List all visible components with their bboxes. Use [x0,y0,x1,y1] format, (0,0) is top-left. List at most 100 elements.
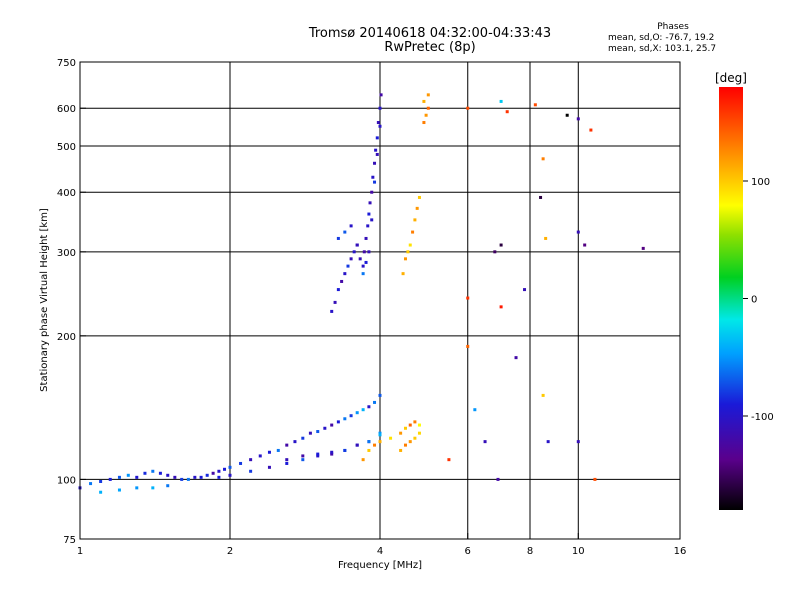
data-point [276,448,280,452]
x-tick-label: 2 [227,546,233,557]
data-point [499,99,503,103]
data-point [340,279,344,283]
data-point [355,411,359,415]
data-point [151,486,155,490]
data-point [173,475,177,479]
data-point [466,106,470,110]
x-axis-label: Frequency [MHz] [338,560,422,571]
data-point [355,243,359,247]
data-point [375,136,379,140]
data-point [249,469,253,473]
data-point [143,471,147,475]
y-tick-label: 100 [57,475,76,486]
data-point [374,148,378,152]
data-point [367,448,371,452]
data-point [323,426,327,430]
data-point [505,110,509,114]
data-point [417,431,421,435]
data-point [205,473,209,477]
data-point [308,431,312,435]
data-point [379,93,383,97]
data-point [358,257,362,261]
data-point [352,250,356,254]
data-point [99,479,103,483]
data-point [466,344,470,348]
data-point [158,471,162,475]
data-point [523,288,527,292]
data-point [371,175,375,179]
data-point [330,450,334,454]
data-point [499,243,503,247]
data-point [361,264,365,268]
data-point [336,420,340,424]
data-point [496,477,500,481]
data-point [330,423,334,427]
colorbar [719,87,743,510]
data-point [576,117,580,121]
data-point [228,473,232,477]
data-point [285,458,289,462]
data-point [349,414,353,418]
data-point [389,436,393,440]
data-point [217,475,221,479]
data-point [126,473,130,477]
data-point [362,250,366,254]
data-point [373,400,377,404]
data-point [408,243,412,247]
data-point [413,436,417,440]
data-point [166,484,170,488]
y-tick-label: 75 [63,535,76,546]
data-point [316,452,320,456]
data-point [258,454,262,458]
data-point [285,443,289,447]
phases-line-x: mean, sd,X: 103.1, 25.7 [608,44,717,54]
y-axis-ticks: 75 100 200 300 400 500 600 750 [57,58,86,546]
data-point [378,440,382,444]
data-point [378,433,382,437]
data-point [417,195,421,199]
data-point [193,475,197,479]
data-point [378,106,382,110]
data-point [539,195,543,199]
data-point [117,488,121,492]
data-point [378,393,382,397]
data-point [583,243,587,247]
y-tick-label: 500 [57,142,76,153]
y-axis-label: Stationary phase Virtual Height [km] [39,208,50,392]
data-point [422,99,426,103]
data-point [370,190,374,194]
data-point [473,408,477,412]
data-point [424,113,428,117]
data-point [301,454,305,458]
data-point [426,106,430,110]
data-point [408,423,412,427]
y-tick-label: 600 [57,104,76,115]
colorbar-tick-label: 0 [751,295,757,306]
data-point [336,288,340,292]
data-point [376,121,380,125]
data-point [533,103,537,107]
grid [80,62,680,539]
data-point [180,477,184,481]
data-point [368,201,372,205]
y-tick-label: 300 [57,248,76,259]
data-point [367,405,371,409]
data-point [361,408,365,412]
data-point [589,128,593,132]
data-point [373,161,377,165]
data-point [343,272,347,276]
data-point [117,475,121,479]
data-point [316,430,320,434]
data-point [343,417,347,421]
data-point [349,257,353,261]
colorbar-tick-label: 100 [751,177,770,188]
data-point [493,250,497,254]
data-point [199,475,203,479]
data-point [370,218,374,222]
data-point [373,443,377,447]
data-point [293,440,297,444]
data-point [343,448,347,452]
data-point [186,477,190,481]
data-point [466,296,470,300]
data-point [367,440,371,444]
